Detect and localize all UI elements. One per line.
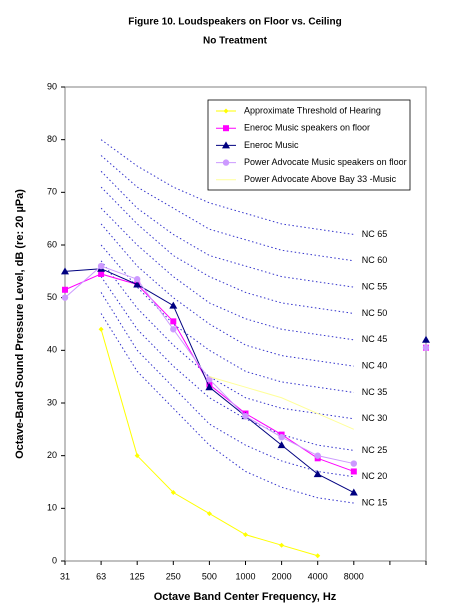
- nc-label: NC 20: [362, 471, 388, 481]
- x-tick-label: 1000: [235, 571, 255, 581]
- marker: [61, 294, 69, 301]
- x-tick-label: 4000: [308, 571, 328, 581]
- y-tick-label: 0: [52, 555, 57, 565]
- nc-label: NC 45: [362, 334, 388, 344]
- marker: [62, 286, 68, 293]
- nc-curve: [100, 186, 354, 314]
- chart-title: Figure 10. Loudspeakers on Floor vs. Cei…: [128, 17, 341, 28]
- legend-marker: [222, 159, 230, 166]
- series-line: [65, 269, 426, 493]
- marker: [134, 276, 141, 283]
- legend-label: Eneroc Music speakers on floor: [244, 123, 370, 133]
- x-axis-title: Octave Band Center Frequency, Hz: [154, 591, 337, 603]
- nc-curve: [100, 207, 354, 341]
- legend-label: Power Advocate Music speakers on floor: [244, 157, 407, 167]
- marker: [97, 262, 105, 270]
- series-line: [209, 376, 355, 430]
- y-tick-label: 50: [47, 292, 57, 302]
- legend-marker: [222, 141, 230, 149]
- nc-label: NC 50: [362, 308, 388, 318]
- x-tick-label: 125: [130, 571, 145, 581]
- x-tick-label: 31: [60, 571, 70, 581]
- nc-curve: [100, 260, 354, 420]
- legend-label: Power Advocate Above Bay 33 -Music: [244, 174, 397, 184]
- y-tick-label: 20: [47, 450, 57, 460]
- legend-label: Eneroc Music: [244, 140, 299, 150]
- x-tick-label: 63: [96, 571, 106, 581]
- nc-label: NC 60: [362, 255, 388, 265]
- nc-curve: [100, 223, 354, 367]
- marker: [422, 344, 430, 351]
- marker: [422, 335, 430, 343]
- x-tick-label: 8000: [344, 571, 364, 581]
- marker: [314, 452, 321, 459]
- marker: [61, 267, 69, 275]
- y-tick-label: 90: [47, 81, 57, 91]
- nc-curve: [100, 313, 354, 504]
- marker: [350, 460, 357, 467]
- chart-subtitle: No Treatment: [203, 36, 268, 47]
- marker: [133, 280, 142, 288]
- marker: [98, 326, 104, 332]
- nc-curve: [100, 139, 354, 235]
- nc-label: NC 35: [362, 387, 388, 397]
- marker: [170, 326, 177, 333]
- nc-curve: [100, 244, 354, 393]
- nc-curve: [100, 170, 354, 288]
- marker: [350, 468, 357, 475]
- marker: [277, 441, 286, 449]
- y-axis-title: Octave-Band Sound Pressure Level, dB (re…: [14, 189, 26, 459]
- y-tick-label: 40: [47, 345, 57, 355]
- legend-label: Approximate Threshold of Hearing: [244, 105, 381, 115]
- legend-marker: [223, 125, 229, 132]
- marker: [134, 453, 140, 459]
- nc-curve: [100, 292, 354, 478]
- series-line: [100, 329, 318, 557]
- marker: [349, 488, 358, 496]
- marker: [242, 412, 249, 420]
- marker: [206, 376, 213, 383]
- nc-label: NC 55: [362, 282, 388, 292]
- y-tick-label: 80: [47, 134, 57, 144]
- x-tick-label: 2000: [272, 571, 292, 581]
- x-tick-label: 250: [166, 571, 181, 581]
- x-tick-label: 500: [202, 571, 217, 581]
- nc-curve: [100, 155, 354, 262]
- nc-label: NC 15: [362, 497, 388, 507]
- y-tick-label: 70: [47, 187, 57, 197]
- marker: [206, 511, 212, 517]
- marker: [279, 542, 285, 548]
- y-tick-label: 60: [47, 239, 57, 249]
- marker: [169, 301, 178, 309]
- marker: [243, 532, 248, 538]
- nc-curve: [100, 276, 354, 451]
- nc-label: NC 25: [362, 445, 388, 455]
- nc-label: NC 65: [362, 229, 388, 239]
- marker: [313, 470, 322, 478]
- marker: [170, 318, 177, 325]
- marker: [205, 383, 214, 391]
- marker: [170, 490, 176, 496]
- marker: [315, 553, 321, 559]
- nc-label: NC 30: [362, 413, 388, 423]
- legend-marker: [223, 108, 229, 114]
- y-tick-label: 10: [47, 503, 57, 513]
- marker: [98, 270, 105, 277]
- y-tick-label: 30: [47, 397, 57, 407]
- nc-label: NC 40: [362, 361, 388, 371]
- marker: [278, 434, 285, 441]
- legend-box: [207, 99, 411, 191]
